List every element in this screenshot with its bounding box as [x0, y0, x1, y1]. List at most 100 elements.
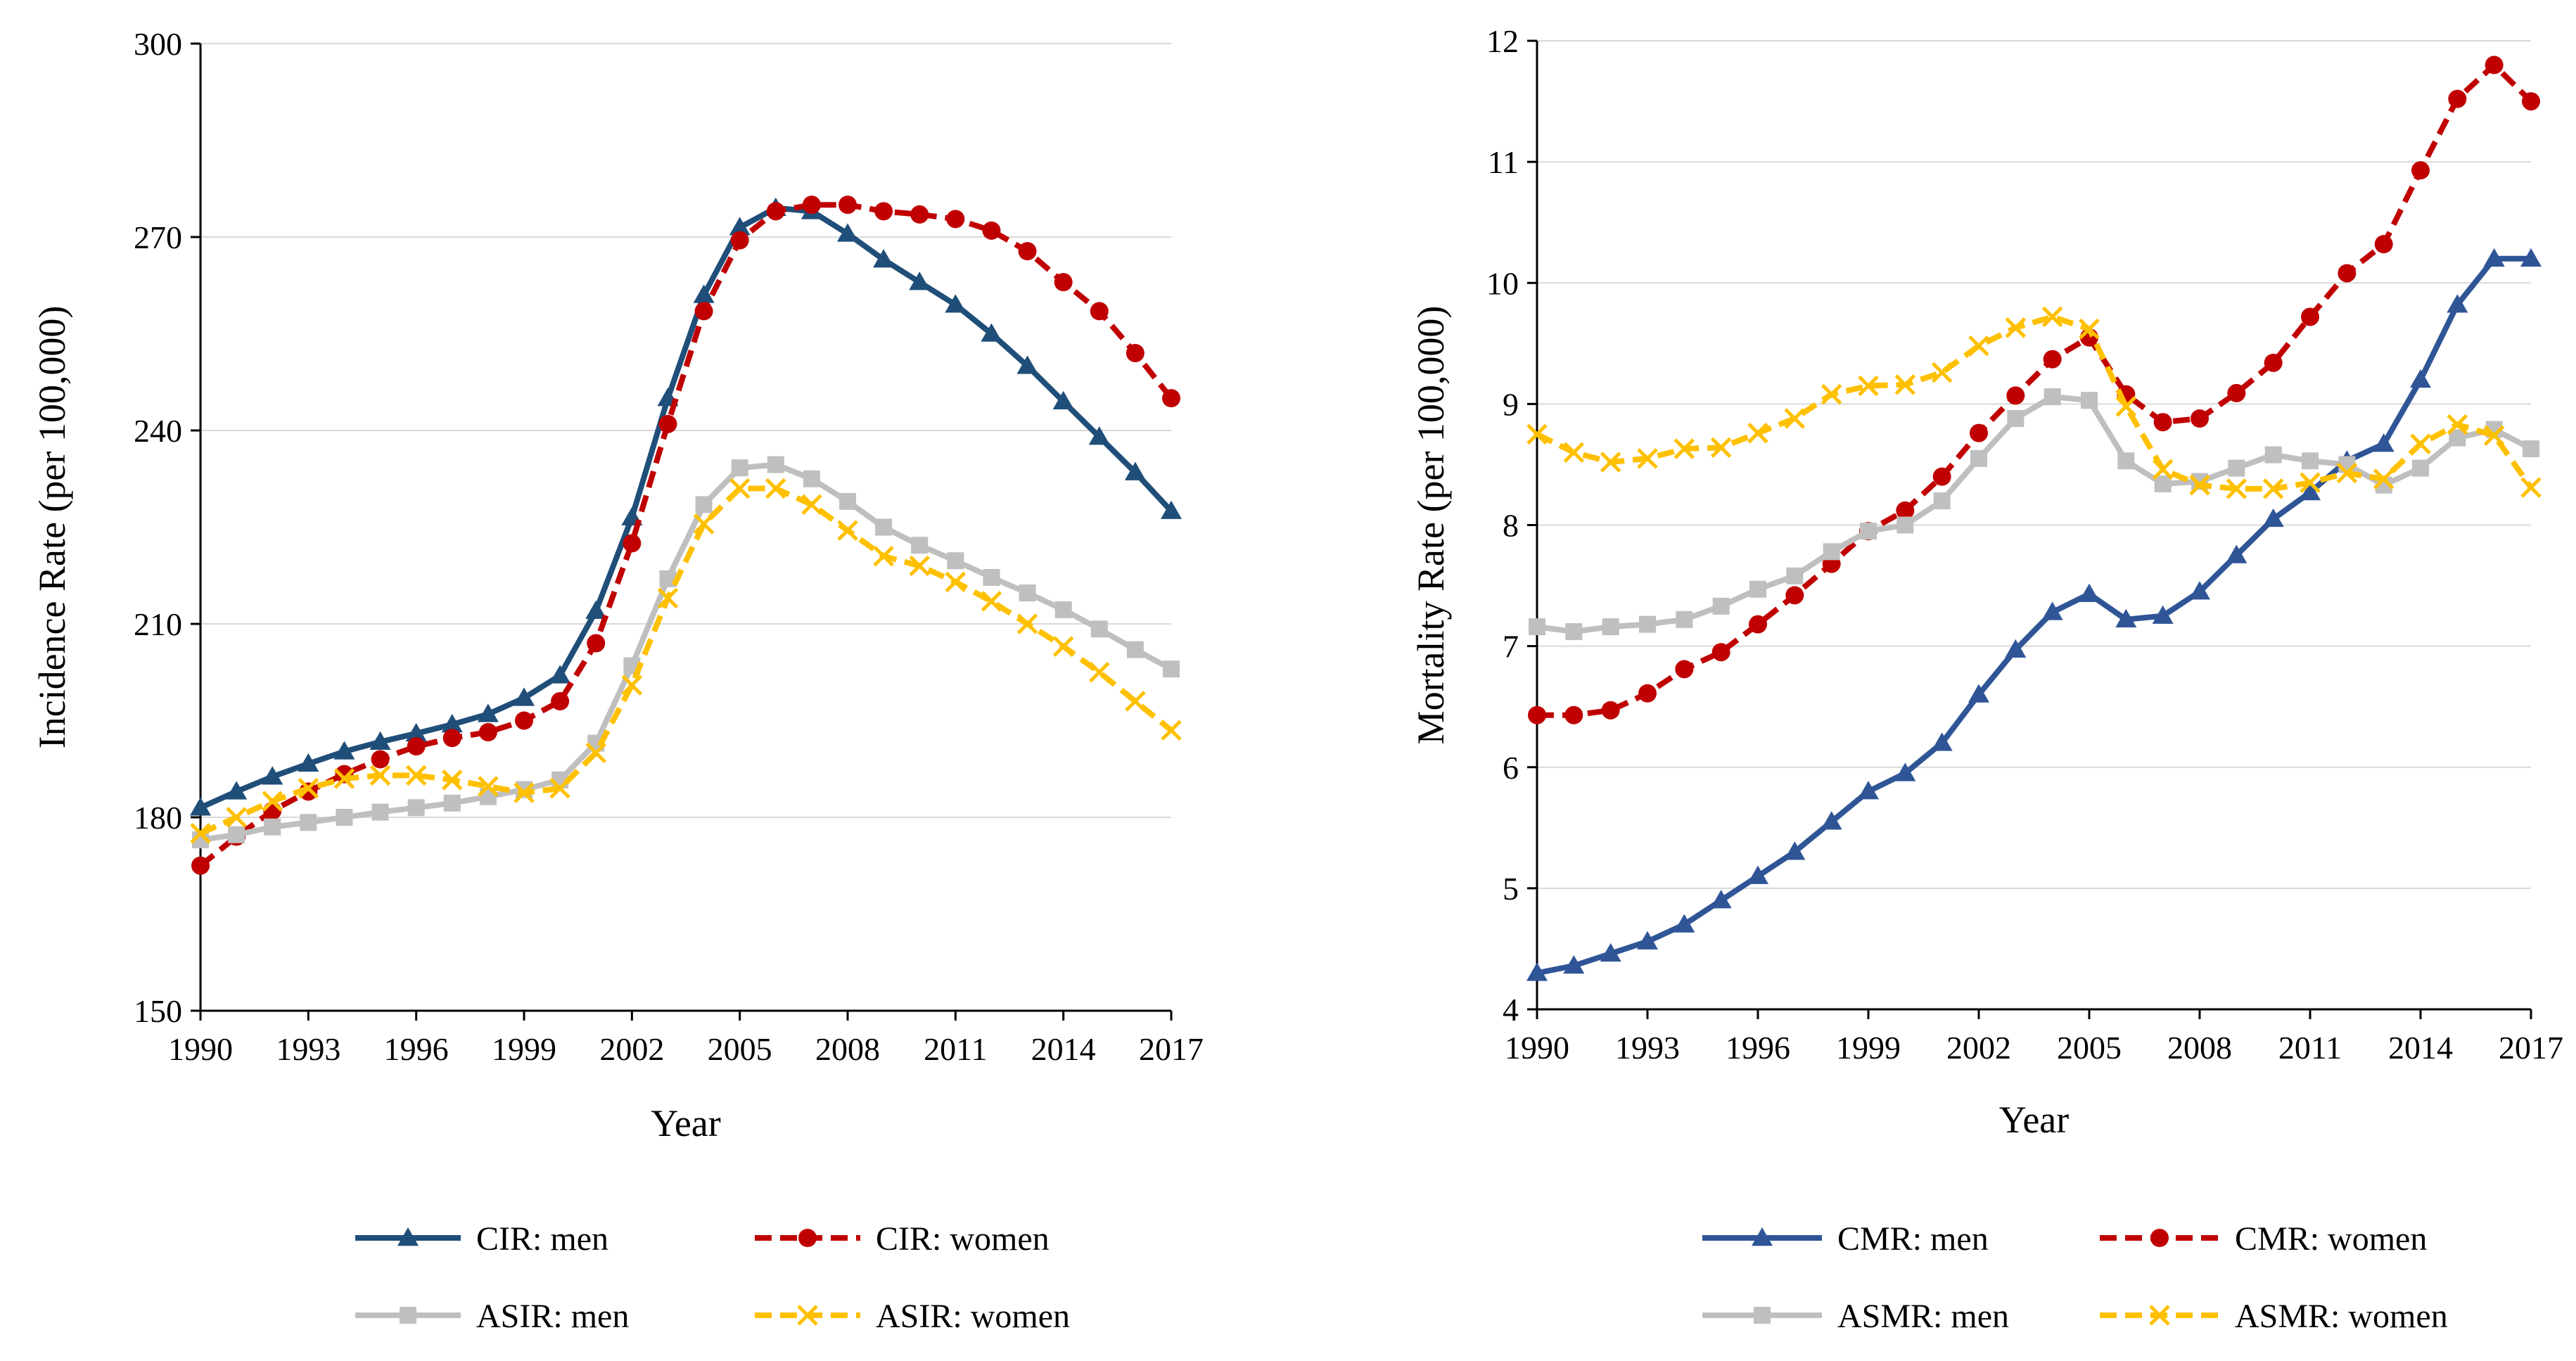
data-point: [2373, 433, 2395, 452]
data-point: [1970, 449, 1987, 467]
data-point: [945, 294, 967, 313]
data-point: [442, 769, 463, 791]
series-cir-women: [191, 196, 1180, 875]
data-point: [623, 534, 642, 553]
data-point: [729, 217, 751, 236]
data-point: [947, 552, 964, 570]
x-axis-title: Year: [651, 1102, 721, 1144]
data-point: [729, 478, 751, 499]
data-point: [1673, 438, 1695, 459]
data-point: [2041, 601, 2063, 620]
data-point: [2152, 459, 2174, 480]
data-point: [2410, 369, 2431, 388]
data-point: [1016, 613, 1038, 634]
data-point: [369, 765, 391, 786]
data-point: [1784, 408, 1806, 429]
data-point: [1970, 423, 1988, 442]
data-point: [1711, 643, 1730, 662]
data-point: [1090, 620, 1108, 638]
data-point: [1747, 422, 1768, 444]
data-point: [2410, 433, 2431, 454]
data-point: [1931, 732, 1953, 751]
data-point: [981, 591, 1002, 612]
data-point: [2264, 353, 2283, 372]
data-point: [2483, 248, 2505, 267]
data-point: [1600, 943, 1621, 962]
y-tick-label: 8: [1503, 508, 1519, 544]
data-point: [1019, 584, 1036, 601]
data-point: [874, 202, 893, 221]
data-point: [371, 803, 389, 821]
x-tick-label: 1999: [1836, 1030, 1901, 1066]
data-point: [2005, 317, 2027, 338]
y-tick-label: 210: [134, 606, 182, 642]
data-point: [1823, 543, 1840, 561]
x-tick-label: 2002: [599, 1031, 664, 1067]
y-tick-label: 7: [1503, 629, 1519, 665]
legend-marker: [798, 1229, 817, 1247]
data-point: [1563, 955, 1585, 974]
data-point: [1712, 597, 1730, 615]
series-line: [198, 202, 1174, 868]
data-point: [2005, 639, 2027, 658]
data-point: [1125, 691, 1146, 712]
data-point: [2373, 468, 2395, 490]
data-point: [2079, 583, 2100, 602]
data-point: [1786, 567, 1804, 584]
mortality-rate-chart: 4 5 6 7 8 9 10 11 12 1990 1993 1996 1999 2002 2005 2008…: [1410, 23, 2563, 1335]
series-asmr-women: [1526, 306, 2542, 499]
data-point: [478, 776, 499, 797]
data-point: [2302, 452, 2319, 470]
y-axis-title: Mortality Rate (per 100,000): [1410, 306, 1452, 745]
data-point: [873, 545, 894, 567]
data-point: [514, 687, 535, 706]
data-point: [839, 492, 856, 510]
x-tick-label: 1993: [276, 1031, 340, 1067]
series-asir-men: [192, 456, 1180, 849]
data-point: [2043, 388, 2061, 406]
data-point: [2301, 307, 2319, 326]
legend-marker: [1754, 1307, 1771, 1324]
x-tick-label: 1996: [1726, 1030, 1790, 1066]
data-point: [405, 765, 427, 786]
y-tick-label: 270: [134, 219, 182, 255]
data-point: [2115, 396, 2137, 417]
data-point: [587, 634, 606, 653]
data-point: [336, 809, 353, 826]
data-point: [1564, 705, 1583, 724]
x-tick-label: 2005: [708, 1031, 772, 1067]
data-point: [2154, 475, 2172, 492]
data-point: [2043, 350, 2062, 369]
data-point: [2374, 235, 2393, 254]
gridlines: [1537, 40, 2531, 889]
data-point: [1639, 615, 1656, 633]
data-point: [2338, 456, 2356, 473]
data-point: [730, 231, 749, 250]
series-line: [1536, 314, 2534, 492]
data-point: [1602, 618, 1619, 636]
gridlines: [200, 43, 1171, 818]
data-point: [1526, 423, 1548, 445]
data-point: [946, 210, 965, 229]
data-point: [228, 826, 246, 843]
x-tick-label: 1993: [1615, 1030, 1680, 1066]
data-point: [2411, 161, 2430, 180]
data-point: [2189, 581, 2210, 600]
x-tick-label: 2014: [1031, 1031, 1096, 1067]
series-line: [198, 205, 1174, 811]
y-tick-label: 4: [1503, 992, 1519, 1028]
y-tick-label: 5: [1503, 871, 1519, 907]
data-point: [1896, 501, 1915, 520]
data-point: [621, 675, 643, 696]
data-point: [2007, 410, 2025, 428]
data-point: [909, 271, 931, 290]
data-point: [264, 818, 281, 836]
data-point: [1931, 362, 1953, 383]
data-point: [2006, 386, 2025, 405]
data-point: [549, 777, 570, 799]
data-point: [1785, 586, 1804, 605]
data-point: [2485, 56, 2504, 75]
series-line: [1534, 394, 2534, 634]
legend-label: ASMR: men: [1837, 1298, 2009, 1335]
x-tick-label: 1990: [168, 1031, 233, 1067]
